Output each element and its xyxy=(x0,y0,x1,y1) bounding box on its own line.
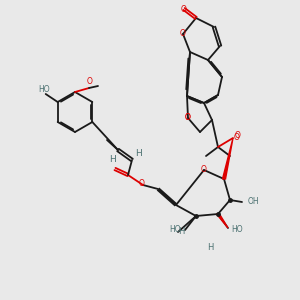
Polygon shape xyxy=(223,138,233,179)
Text: H: H xyxy=(109,155,116,164)
Text: H: H xyxy=(135,148,141,158)
Text: HO: HO xyxy=(169,226,181,235)
Text: O: O xyxy=(87,76,93,85)
Text: H: H xyxy=(207,244,213,253)
Text: O: O xyxy=(201,166,207,175)
Text: HO: HO xyxy=(231,224,243,233)
Polygon shape xyxy=(217,214,228,228)
Text: OH: OH xyxy=(248,197,260,206)
Text: O: O xyxy=(185,113,191,122)
Text: HO: HO xyxy=(38,85,50,94)
Text: O: O xyxy=(234,133,240,142)
Text: O: O xyxy=(185,113,191,122)
Text: H: H xyxy=(178,226,184,236)
Text: O: O xyxy=(139,179,145,188)
Text: O: O xyxy=(180,29,186,38)
Text: O: O xyxy=(181,4,187,14)
Text: O: O xyxy=(235,130,241,140)
